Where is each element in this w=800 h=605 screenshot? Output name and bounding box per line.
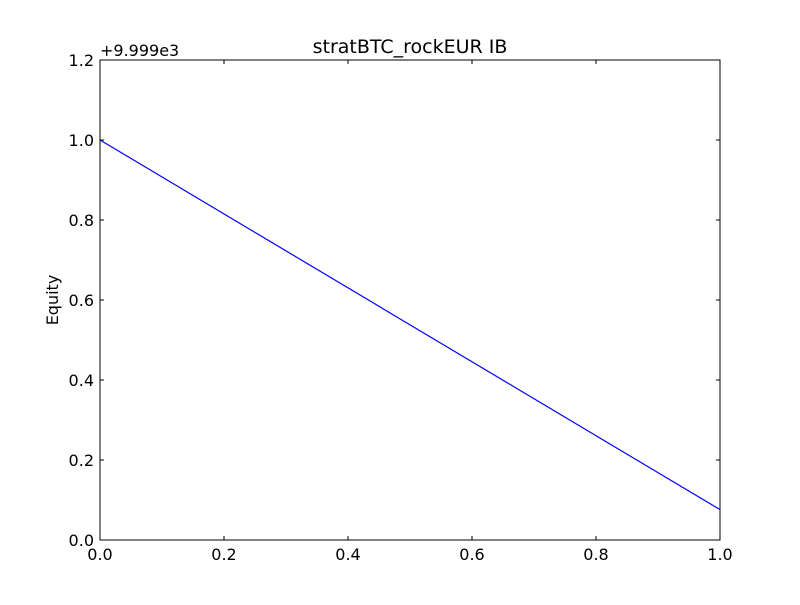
y-axis-offset-label: +9.999e3 — [100, 41, 179, 60]
series-line — [99, 139, 721, 511]
plot-frame — [99, 59, 721, 541]
x-tick-label: 0.0 — [87, 545, 112, 564]
series-layer — [99, 139, 721, 511]
y-tick-label: 1.0 — [69, 131, 94, 150]
tick-layer: 0.0 0.2 0.4 0.6 0.8 1.0 0.0 0.2 0.4 0.6 0.8 1.0 1.2 — [69, 51, 733, 564]
y-tick-label: 0.0 — [69, 531, 94, 550]
y-axis-label: Equity — [43, 275, 62, 326]
y-tick-label: 0.4 — [69, 371, 94, 390]
chart-title: stratBTC_rockEUR IB — [313, 36, 508, 58]
x-tick-label: 0.4 — [335, 545, 360, 564]
x-tick-label: 0.6 — [459, 545, 484, 564]
y-tick-label: 0.8 — [69, 211, 94, 230]
x-tick-label: 0.8 — [583, 545, 608, 564]
x-tick-label: 1.0 — [707, 545, 732, 564]
y-tick-label: 1.2 — [69, 51, 94, 70]
y-tick-label: 0.6 — [69, 291, 94, 310]
y-tick-label: 0.2 — [69, 451, 94, 470]
x-tick-label: 0.2 — [211, 545, 236, 564]
